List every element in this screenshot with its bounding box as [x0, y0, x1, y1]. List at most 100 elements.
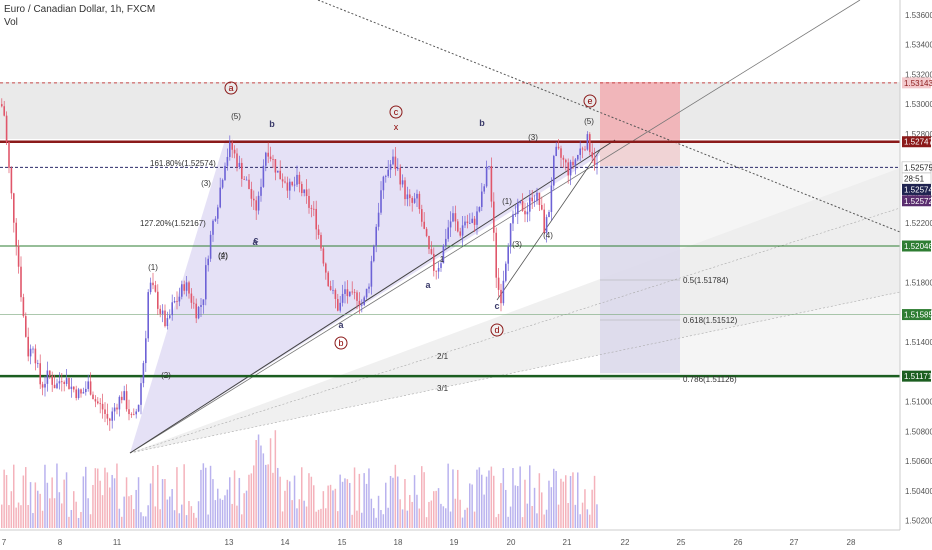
- candle-body: [565, 159, 567, 163]
- candle-body: [125, 391, 128, 410]
- volume-bar: [593, 475, 596, 528]
- volume-bar: [106, 472, 109, 528]
- candle-body: [277, 170, 279, 173]
- candle-body: [437, 267, 440, 272]
- fan-label: 3/1: [437, 384, 449, 393]
- candle-body: [421, 209, 423, 222]
- triangle-lower-trend: [129, 139, 616, 454]
- candle-body: [99, 403, 101, 405]
- time-tick-label: 26: [734, 538, 743, 547]
- candle-body: [310, 207, 313, 209]
- candle-body: [341, 293, 344, 303]
- candle-body: [344, 289, 346, 294]
- candle-body: [152, 282, 154, 286]
- candle-body: [65, 378, 68, 384]
- volume-bar: [469, 483, 471, 528]
- volume-bar: [363, 473, 365, 528]
- volume-bar: [445, 508, 447, 528]
- volume-bar: [303, 500, 305, 528]
- fib-label: 0.786(1.51126): [683, 375, 737, 384]
- wave-number-label: (5): [231, 112, 241, 121]
- volume-bar: [416, 494, 418, 528]
- price-tag-label: 28:51: [904, 174, 925, 183]
- price-tick-label: 1.50400: [905, 487, 932, 496]
- wave-letter-label: b: [479, 118, 485, 128]
- candle-body: [375, 226, 377, 247]
- volume-bar: [183, 464, 185, 528]
- candle-body: [464, 221, 466, 226]
- volume-bar: [207, 514, 209, 528]
- volume-bar: [433, 491, 435, 528]
- price-tick-label: 1.51400: [905, 338, 932, 347]
- candle-body: [279, 170, 281, 180]
- candle-body: [10, 167, 13, 194]
- volume-bar: [46, 482, 49, 528]
- volume-bar: [274, 430, 277, 528]
- price-tag-label: 1.52046: [904, 242, 932, 251]
- time-tick-label: 14: [281, 538, 290, 547]
- volume-bar: [22, 475, 25, 528]
- volume-bar: [221, 499, 224, 528]
- candle-body: [243, 178, 245, 180]
- volume-bar: [526, 503, 529, 528]
- candle-body: [169, 315, 171, 319]
- candle-body: [262, 165, 265, 187]
- volume-bar: [128, 496, 130, 528]
- candle-body: [329, 286, 332, 290]
- volume-bar: [315, 511, 317, 528]
- candle-body: [521, 201, 524, 211]
- candle-body: [293, 184, 296, 186]
- candle-body: [207, 258, 209, 266]
- time-tick-label: 13: [225, 538, 234, 547]
- candle-body: [221, 179, 224, 188]
- candle-body: [15, 222, 17, 246]
- wave-number-label: (2): [161, 371, 171, 380]
- candle-body: [466, 221, 469, 224]
- volume-bar: [305, 506, 308, 528]
- volume-bar: [308, 473, 310, 528]
- price-tag-label: 1.52747: [904, 138, 932, 147]
- candle-body: [118, 396, 121, 410]
- candle-body: [413, 198, 416, 203]
- volume-bar: [37, 490, 39, 528]
- candle-body: [562, 157, 565, 160]
- volume-bar: [20, 505, 22, 528]
- candle-body: [149, 282, 152, 293]
- volume-bar: [550, 487, 553, 528]
- candle-body: [104, 409, 106, 414]
- fan-line-1: [129, 0, 861, 454]
- volume-bar: [310, 476, 313, 528]
- candle-body: [193, 302, 195, 304]
- fib-label: 0.5(1.51784): [683, 276, 729, 285]
- volume-bar: [377, 495, 380, 528]
- time-tick-label: 25: [677, 538, 686, 547]
- candle-body: [377, 212, 380, 227]
- candle-body: [428, 235, 430, 250]
- volume-bar: [485, 476, 488, 528]
- candle-body: [545, 217, 548, 233]
- candle-body: [269, 156, 272, 160]
- volume-bar: [159, 509, 161, 528]
- volume-bar: [351, 514, 353, 528]
- price-tick-label: 1.53400: [905, 41, 932, 50]
- candle-body: [370, 261, 373, 287]
- candle-body: [245, 179, 248, 181]
- volume-bar: [476, 469, 478, 528]
- volume-bar: [49, 498, 51, 528]
- candle-body: [529, 197, 531, 212]
- candle-body: [56, 383, 58, 389]
- candle-body: [495, 232, 497, 278]
- wave-number-label: (3): [201, 179, 211, 188]
- volume-bar: [145, 516, 147, 528]
- volume-bar: [34, 482, 37, 528]
- candle-body: [70, 386, 73, 389]
- candle-body: [430, 249, 433, 254]
- wave-circled-label: a: [228, 83, 233, 93]
- candle-body: [553, 155, 555, 186]
- volume-bar: [265, 464, 267, 528]
- candle-body: [577, 154, 579, 160]
- candle-body: [505, 263, 507, 281]
- candle-body: [101, 403, 104, 410]
- wave-circle: [224, 81, 238, 95]
